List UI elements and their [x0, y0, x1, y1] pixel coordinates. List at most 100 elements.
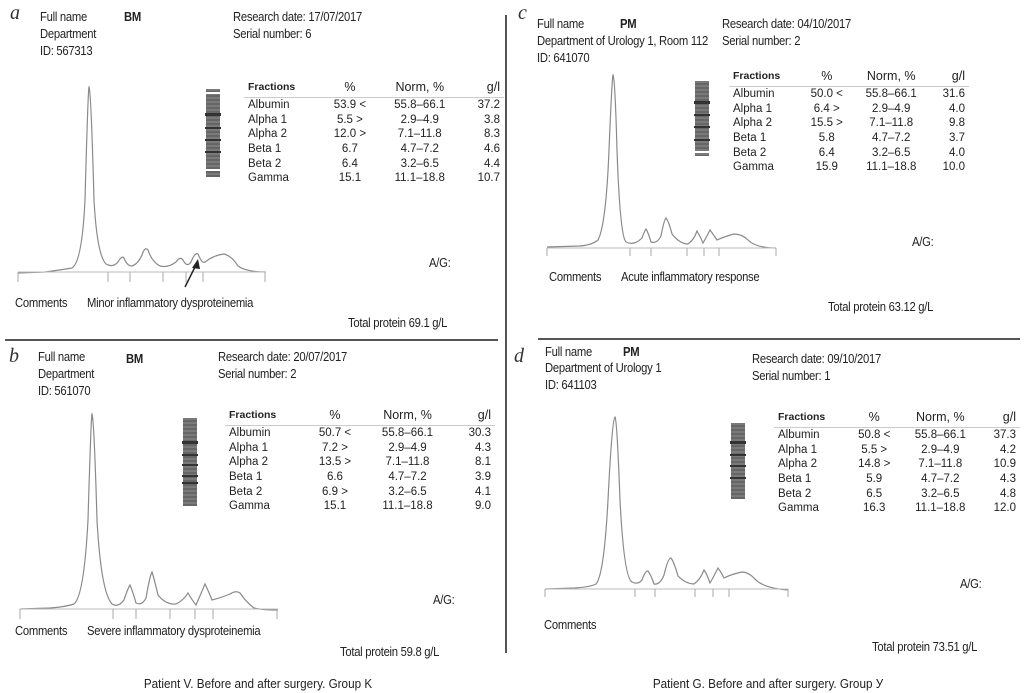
- fraction-norm: 2.9–4.9: [388, 441, 427, 454]
- department: Department: [40, 27, 97, 41]
- fraction-name: Beta 2: [248, 157, 282, 170]
- fraction-ticks: [19, 609, 278, 619]
- comments-label: Comments: [549, 270, 602, 284]
- total-protein: Total protein 73.51 g/L: [872, 640, 978, 654]
- table-row: Albumin 50.8 < 55.8–66.1 37.3: [774, 428, 1020, 443]
- fraction-name: Alpha 1: [733, 102, 773, 115]
- fraction-gl: 9.8: [949, 117, 965, 130]
- table-header-row: Fractions % Norm, % g/l: [225, 408, 495, 426]
- curve-line: [544, 416, 789, 591]
- fraction-name: Alpha 1: [778, 443, 818, 456]
- fraction-name: Gamma: [733, 161, 774, 174]
- electrophoresis-strip: [730, 423, 746, 499]
- header-gl: g/l: [461, 80, 504, 98]
- fractions-table: Fractions % Norm, % g/l Albumin 50.0 < 55.…: [729, 69, 969, 175]
- table-row: Alpha 2 15.5 > 7.1–11.8 9.8: [729, 116, 969, 131]
- fraction-gl: 4.8: [1000, 487, 1016, 500]
- header-gl: g/l: [929, 69, 969, 87]
- fraction-gl: 4.3: [475, 441, 491, 454]
- fraction-percent: 15.1: [338, 172, 362, 185]
- fraction-ticks: [544, 589, 789, 597]
- fraction-gl: 8.1: [475, 456, 491, 469]
- caption-right: Patient G. Before and after surgery. Gro…: [652, 676, 884, 691]
- fraction-gl: 30.3: [468, 427, 491, 440]
- fraction-name: Beta 2: [733, 146, 767, 159]
- fraction-percent: 5.9: [866, 473, 883, 486]
- fraction-percent: 5.5 >: [861, 443, 888, 456]
- header-fractions: Fractions: [729, 69, 801, 87]
- comment-text: Minor inflammatory dysproteinemia: [87, 296, 254, 310]
- electrophoresis-curve: [19, 412, 279, 619]
- fraction-norm: 4.7–7.2: [921, 473, 960, 486]
- fraction-percent: 15.1: [323, 500, 347, 513]
- table-row: Beta 1 6.7 4.7–7.2 4.6: [244, 142, 504, 157]
- total-protein: Total protein 63.12 g/L: [828, 300, 934, 314]
- ag-label: A/G:: [912, 235, 934, 249]
- fraction-norm: 7.1–11.8: [385, 456, 430, 469]
- fraction-percent: 50.7 <: [318, 427, 352, 440]
- header-percent: %: [847, 410, 901, 428]
- fraction-gl: 3.8: [484, 113, 500, 126]
- header-norm: Norm, %: [364, 408, 451, 426]
- comment-text: Severe inflammatory dysproteinemia: [87, 624, 261, 638]
- table-header-row: Fractions % Norm, % g/l: [774, 410, 1020, 428]
- table-row: Gamma 15.9 11.1–18.8 10.0: [729, 160, 969, 175]
- fraction-name: Beta 2: [778, 487, 812, 500]
- fraction-name: Beta 1: [248, 143, 282, 156]
- fraction-percent: 50.0 <: [810, 88, 843, 101]
- full-name-value: PM: [620, 17, 637, 31]
- ag-label: A/G:: [960, 577, 982, 591]
- fraction-norm: 55.8–66.1: [865, 88, 917, 101]
- left-horizontal-divider: [5, 339, 498, 341]
- patient-id: ID: 641070: [537, 51, 590, 65]
- fraction-norm: 2.9–4.9: [921, 443, 960, 456]
- patient-id: ID: 641103: [545, 378, 597, 392]
- comment-text: Acute inflammatory response: [621, 270, 760, 284]
- fraction-percent: 5.5 >: [336, 113, 363, 126]
- right-horizontal-divider: [538, 338, 1020, 340]
- fraction-gl: 37.2: [477, 99, 500, 112]
- fraction-gl: 10.0: [942, 161, 965, 174]
- fraction-percent: 6.4 >: [813, 102, 840, 115]
- fractions-table: Fractions % Norm, % g/l Albumin 50.7 < 55.…: [225, 408, 495, 514]
- fraction-norm: 11.1–18.8: [394, 172, 445, 185]
- fraction-name: Albumin: [229, 427, 271, 440]
- fraction-norm: 55.8–66.1: [914, 429, 966, 442]
- table-row: Alpha 1 5.5 > 2.9–4.9 3.8: [244, 113, 504, 128]
- fraction-name: Albumin: [248, 99, 290, 112]
- table-row: Beta 2 6.9 > 3.2–6.5 4.1: [225, 484, 495, 499]
- fraction-name: Alpha 2: [778, 458, 818, 471]
- fraction-percent: 6.5: [866, 487, 883, 500]
- fraction-percent: 6.4: [341, 157, 358, 170]
- research-date: Research date: 04/10/2017: [722, 17, 851, 31]
- header-norm: Norm, %: [378, 80, 462, 98]
- fraction-norm: 7.1–11.8: [918, 458, 963, 471]
- fraction-percent: 7.2 >: [322, 441, 348, 454]
- fraction-norm: 55.8–66.1: [381, 427, 434, 440]
- electrophoresis-strip: [694, 81, 710, 156]
- fraction-name: Alpha 2: [229, 456, 269, 469]
- fraction-norm: 11.1–18.8: [866, 161, 917, 174]
- table-row: Alpha 1 7.2 > 2.9–4.9 4.3: [225, 441, 495, 456]
- table-row: Alpha 2 14.8 > 7.1–11.8 10.9: [774, 457, 1020, 472]
- department: Department of Urology 1, Room 112: [537, 34, 708, 48]
- table-row: Gamma 15.1 11.1–18.8 9.0: [225, 499, 495, 514]
- fraction-percent: 50.8 <: [858, 429, 891, 442]
- full-name-value: BM: [126, 352, 143, 366]
- fraction-name: Gamma: [229, 500, 270, 513]
- table-row: Alpha 2 12.0 > 7.1–11.8 8.3: [244, 127, 504, 142]
- fraction-norm: 4.7–7.2: [872, 132, 911, 145]
- fraction-name: Beta 2: [229, 485, 263, 498]
- fraction-percent: 5.8: [818, 132, 835, 145]
- fraction-gl: 4.3: [1000, 473, 1016, 486]
- fraction-norm: 7.1–11.8: [397, 128, 442, 141]
- fraction-norm: 3.2–6.5: [388, 485, 427, 498]
- curve-line: [546, 73, 777, 249]
- table-row: Gamma 15.1 11.1–18.8 10.7: [244, 171, 504, 186]
- vertical-divider: [505, 15, 507, 653]
- fraction-norm: 11.1–18.8: [382, 500, 433, 513]
- serial-number: Serial number: 2: [722, 34, 801, 48]
- fraction-gl: 4.0: [949, 102, 965, 115]
- fraction-name: Alpha 2: [733, 117, 773, 130]
